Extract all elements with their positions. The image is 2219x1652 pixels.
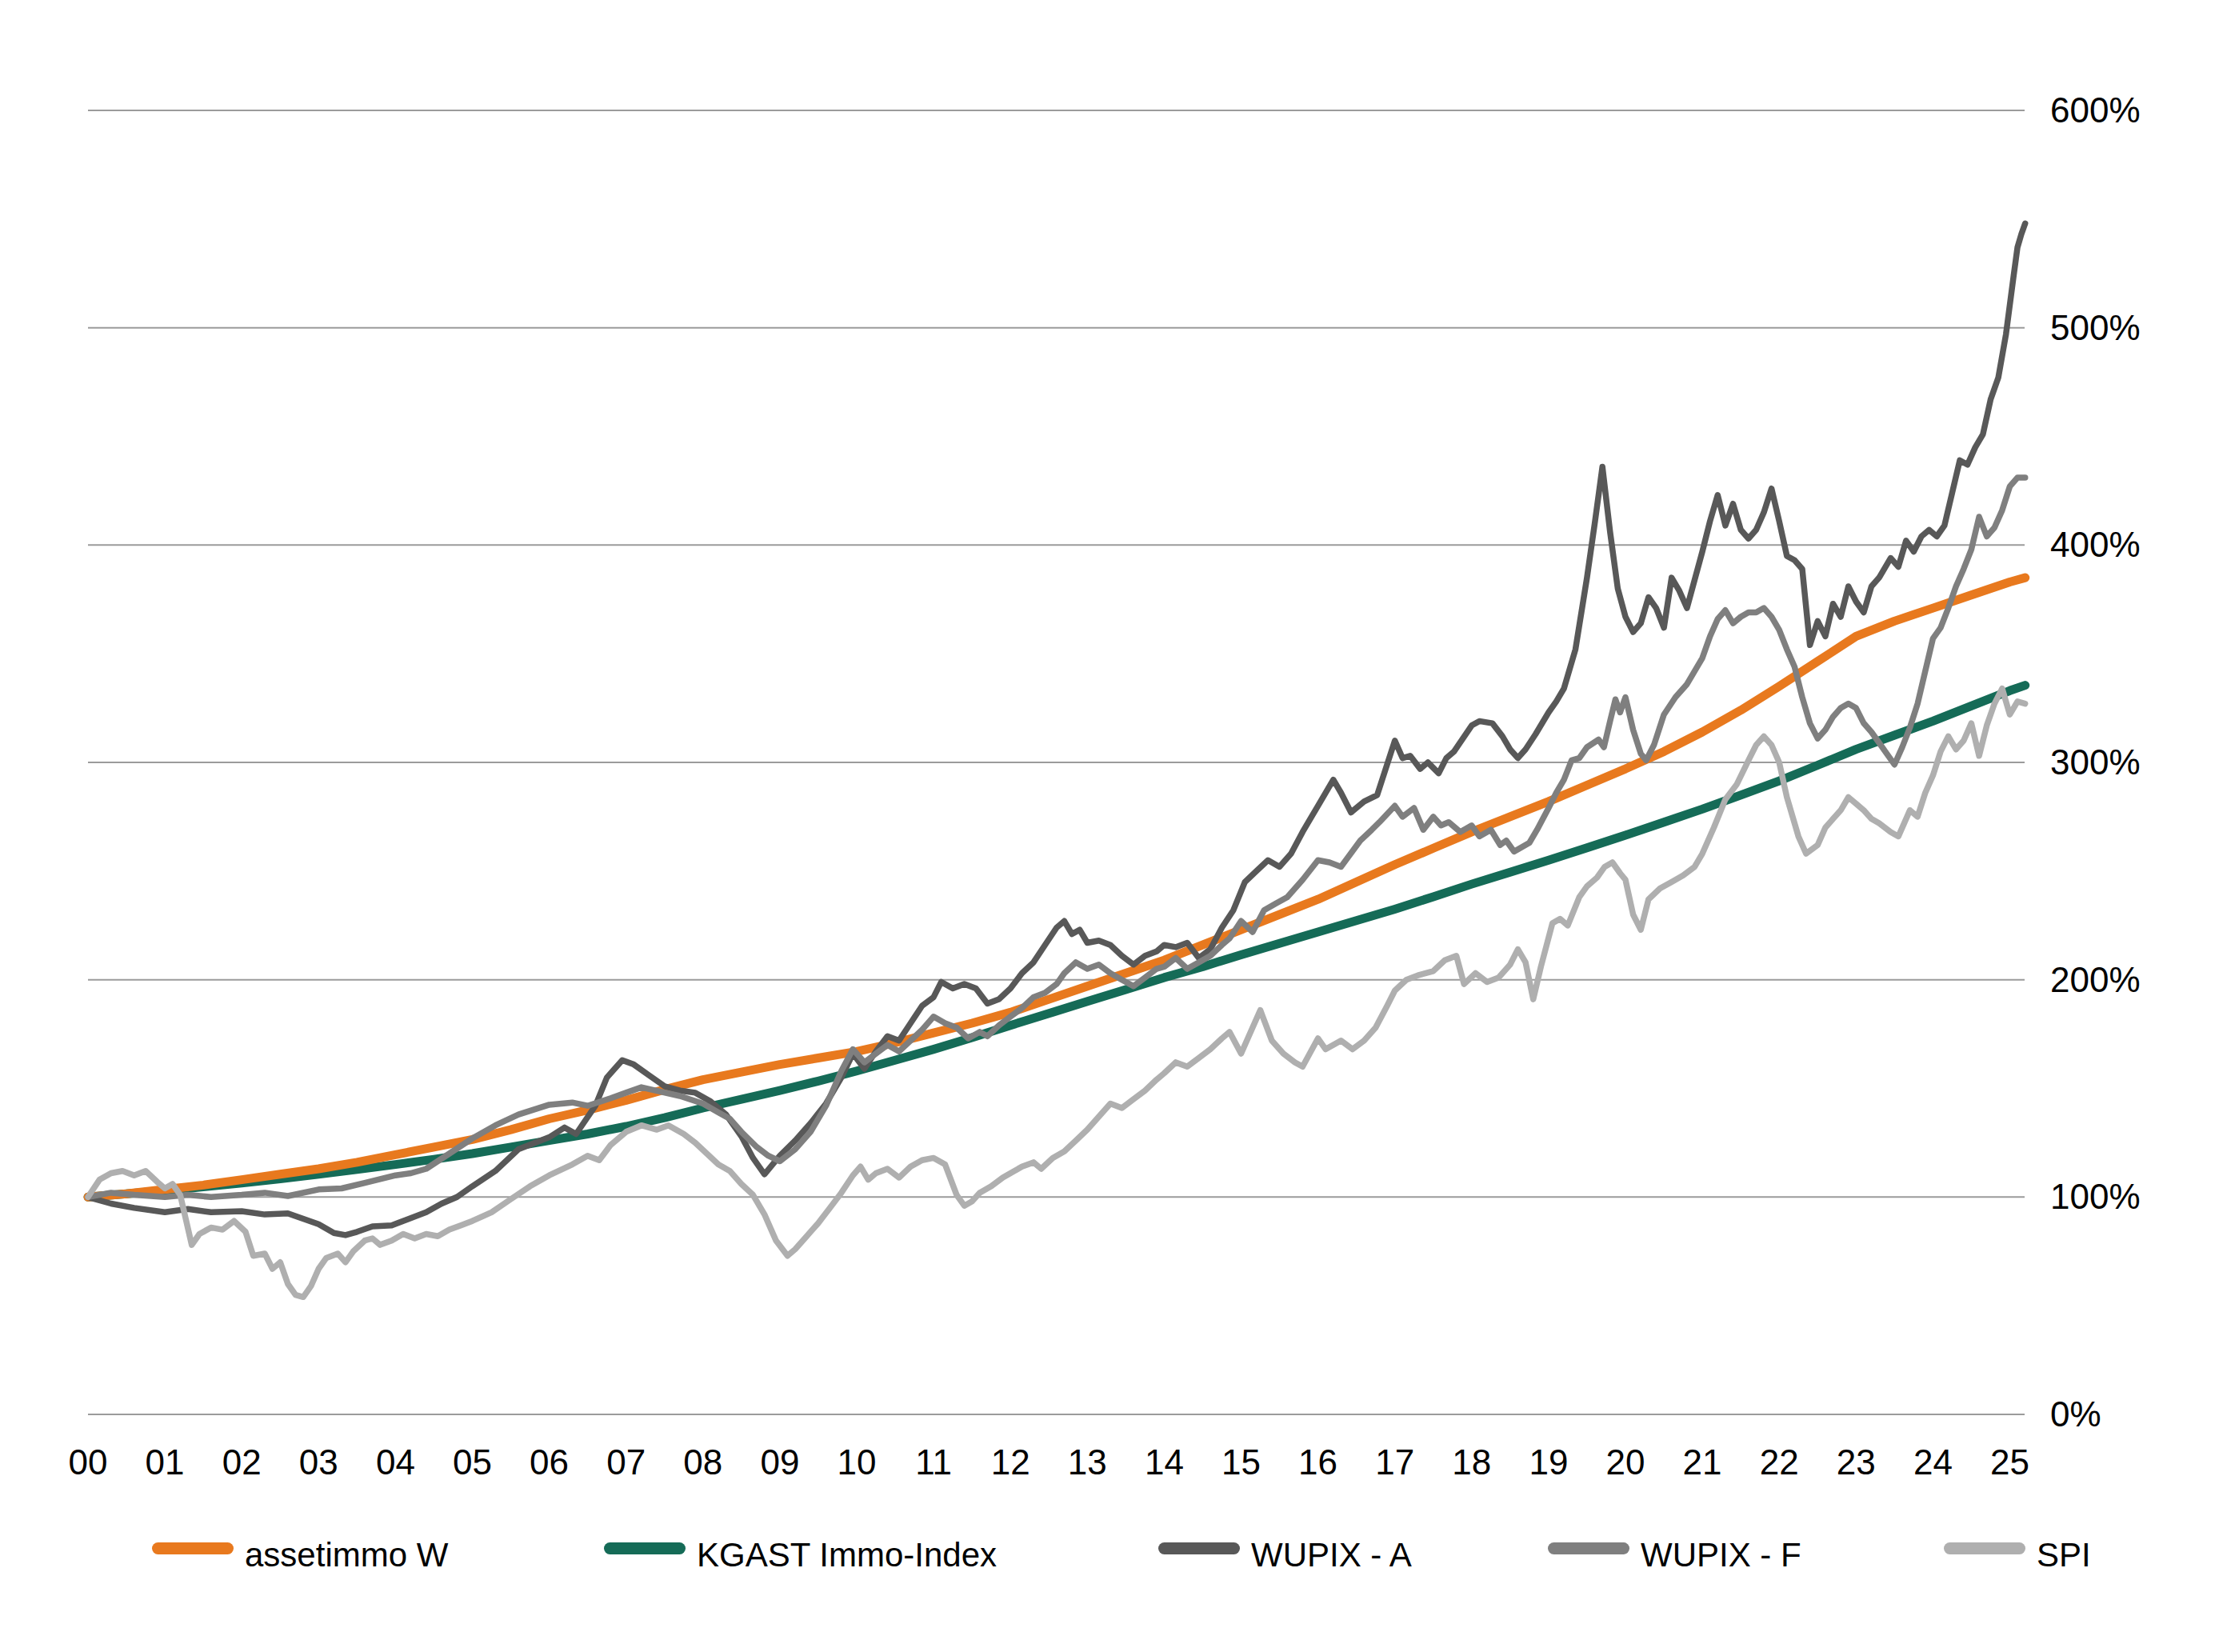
y-tick-label-600%: 600%: [2050, 90, 2141, 130]
legend-label-wupix-f: WUPIX - F: [1641, 1536, 1801, 1574]
x-tick-label-00: 00: [69, 1442, 108, 1482]
x-tick-label-06: 06: [530, 1442, 569, 1482]
x-tick-label-18: 18: [1452, 1442, 1491, 1482]
x-tick-label-04: 04: [376, 1442, 415, 1482]
series-line-assetimmo-w: [88, 578, 2025, 1197]
y-axis-labels: 0% 100% 200% 300% 400% 500% 600%: [2050, 90, 2141, 1434]
x-tick-label-16: 16: [1298, 1442, 1337, 1482]
y-tick-label-300%: 300%: [2050, 742, 2141, 782]
x-tick-label-03: 03: [299, 1442, 338, 1482]
x-tick-label-21: 21: [1683, 1442, 1722, 1482]
legend-label-wupix-a: WUPIX - A: [1251, 1536, 1412, 1574]
x-tick-label-24: 24: [1913, 1442, 1953, 1482]
x-tick-label-10: 10: [838, 1442, 877, 1482]
series-line-wupix-a: [88, 223, 2025, 1235]
y-tick-label-0%: 0%: [2050, 1394, 2101, 1434]
x-tick-label-09: 09: [760, 1442, 799, 1482]
x-tick-label-17: 17: [1375, 1442, 1414, 1482]
legend-swatch-wupix-f: [1548, 1542, 1629, 1554]
x-tick-label-02: 02: [222, 1442, 262, 1482]
legend-swatch-kgast-immo-index: [604, 1542, 686, 1554]
legend-label-kgast-immo-index: KGAST Immo-Index: [697, 1536, 997, 1574]
performance-chart: 0%100%200%300%400%500%600% 0001020304050…: [0, 0, 2219, 1652]
legend-swatch-wupix-a: [1158, 1542, 1240, 1554]
x-tick-label-08: 08: [683, 1442, 722, 1482]
gridlines: [88, 110, 2025, 1414]
x-tick-label-14: 14: [1145, 1442, 1184, 1482]
x-tick-label-25: 25: [1990, 1442, 2029, 1482]
x-tick-label-01: 01: [146, 1442, 185, 1482]
x-tick-label-22: 22: [1760, 1442, 1799, 1482]
legend-swatch-spi: [1944, 1542, 2025, 1554]
x-tick-label-15: 15: [1221, 1442, 1261, 1482]
legend: assetimmo W KGAST Immo-Index WUPIX - A WUPI…: [152, 1536, 2091, 1574]
legend-label-assetimmo-w: assetimmo W: [245, 1536, 449, 1574]
series-line-wupix-f: [88, 478, 2025, 1197]
x-tick-label-05: 05: [453, 1442, 492, 1482]
x-tick-label-12: 12: [991, 1442, 1030, 1482]
y-tick-label-400%: 400%: [2050, 525, 2141, 564]
series-lines: [88, 223, 2025, 1297]
chart-canvas: 0%100%200%300%400%500%600% 0001020304050…: [0, 0, 2219, 1652]
legend-label-spi: SPI: [2037, 1536, 2091, 1574]
y-tick-label-500%: 500%: [2050, 308, 2141, 347]
x-axis-labels: 00 01 02 03 04 05 06 07 08 09 10 11 12 13 14 15 16 17 18 19…: [69, 1442, 2029, 1482]
x-tick-label-19: 19: [1529, 1442, 1568, 1482]
y-tick-label-200%: 200%: [2050, 960, 2141, 999]
x-tick-label-20: 20: [1606, 1442, 1645, 1482]
x-tick-label-23: 23: [1837, 1442, 1876, 1482]
x-tick-label-11: 11: [915, 1442, 952, 1482]
x-tick-label-13: 13: [1068, 1442, 1107, 1482]
y-tick-label-100%: 100%: [2050, 1177, 2141, 1216]
legend-swatch-assetimmo-w: [152, 1542, 234, 1554]
x-tick-label-07: 07: [606, 1442, 646, 1482]
